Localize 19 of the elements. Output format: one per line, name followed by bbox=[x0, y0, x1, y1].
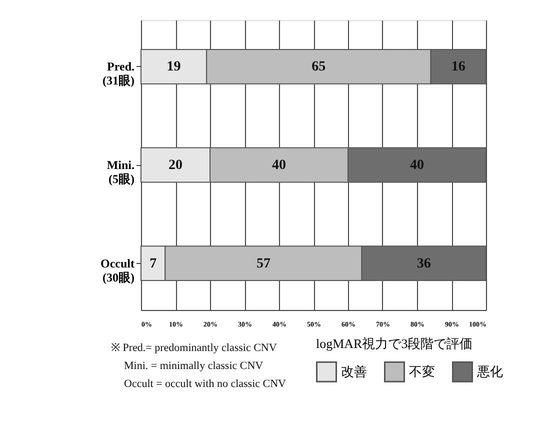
text: Occult = occult with no classic CNV bbox=[124, 378, 286, 390]
y-tick-label: Mini. (5眼) bbox=[106, 158, 134, 186]
text: Mini. = minimally classic CNV bbox=[124, 360, 264, 372]
legend-label: 改善 bbox=[341, 364, 367, 379]
legend-title: logMAR視力で3段階で評価 bbox=[316, 336, 473, 351]
data-label: 65 bbox=[312, 60, 326, 75]
y-tick-label: Pred. (31眼) bbox=[102, 60, 134, 88]
legend-label: 悪化 bbox=[476, 364, 503, 379]
data-label: 40 bbox=[410, 158, 424, 173]
data-label: 7 bbox=[150, 256, 157, 272]
data-label: 20 bbox=[168, 158, 182, 173]
data-label: 57 bbox=[256, 256, 270, 272]
text: ※ Pred.= predominantly classic CNV bbox=[111, 342, 277, 354]
data-label: 19 bbox=[166, 60, 181, 75]
data-label: 40 bbox=[272, 158, 286, 173]
y-tick-label: Occult (30眼) bbox=[100, 256, 134, 284]
legend-label: 不変 bbox=[409, 364, 435, 379]
data-label: 16 bbox=[451, 60, 466, 75]
data-label: 36 bbox=[416, 256, 431, 272]
